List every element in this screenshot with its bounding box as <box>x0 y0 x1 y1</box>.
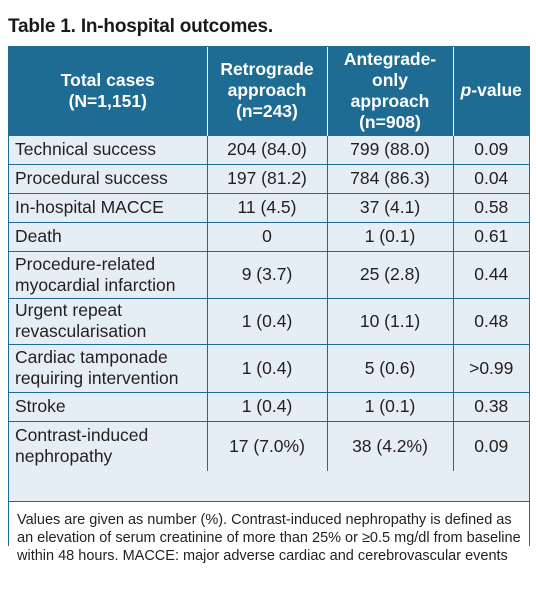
row-label: Procedure-related myocardial infarction <box>9 250 207 298</box>
table-footnote: Values are given as number (%). Contrast… <box>9 501 529 590</box>
header-p-italic: p <box>460 80 472 101</box>
header-line: (n=243) <box>236 101 298 122</box>
header-retrograde: Retrograde approach (n=243) <box>206 47 327 135</box>
p-value: 0.48 <box>452 297 529 344</box>
antegrade-value: 1 (0.1) <box>326 221 453 251</box>
p-value: >0.99 <box>452 343 529 392</box>
header-total-cases: Total cases (N=1,151) <box>9 47 207 135</box>
table-row: Contrast-induced nephropathy 17 (7.0%) 3… <box>9 420 529 471</box>
row-label: Contrast-induced nephropathy <box>9 420 207 471</box>
table-row: Stroke 1 (0.4) 1 (0.1) 0.38 <box>9 391 529 421</box>
table-title: Table 1. In-hospital outcomes. <box>8 16 273 37</box>
antegrade-value: 784 (86.3) <box>326 163 453 193</box>
p-value: 0.38 <box>452 391 529 421</box>
header-line: approach <box>350 90 430 111</box>
row-label: Stroke <box>9 391 207 421</box>
header-row: Total cases (N=1,151) Retrograde approac… <box>9 47 529 135</box>
retrograde-value: 9 (3.7) <box>206 250 327 298</box>
table-row: Death 0 1 (0.1) 0.61 <box>9 221 529 251</box>
header-line: approach <box>227 80 307 101</box>
p-value: 0.44 <box>452 250 529 298</box>
retrograde-value: 1 (0.4) <box>206 391 327 421</box>
retrograde-value: 1 (0.4) <box>206 297 327 344</box>
header-line: Total cases <box>60 69 155 90</box>
header-p-value: p-value <box>452 47 529 135</box>
antegrade-value: 1 (0.1) <box>326 391 453 421</box>
outcomes-table: Total cases (N=1,151) Retrograde approac… <box>8 46 530 590</box>
antegrade-value: 799 (88.0) <box>326 134 453 164</box>
table-row: Technical success 204 (84.0) 799 (88.0) … <box>9 134 529 164</box>
antegrade-value: 25 (2.8) <box>326 250 453 298</box>
row-label: Cardiac tamponade requiring intervention <box>9 343 207 392</box>
header-line: (N=1,151) <box>68 90 147 111</box>
header-line: Antegrade-only <box>343 48 437 90</box>
row-label: Procedural success <box>9 163 207 193</box>
retrograde-value: 1 (0.4) <box>206 343 327 392</box>
table-row: Procedure-related myocardial infarction … <box>9 250 529 298</box>
retrograde-value: 11 (4.5) <box>206 192 327 222</box>
antegrade-value: 38 (4.2%) <box>326 420 453 471</box>
header-antegrade-only: Antegrade-only approach (n=908) <box>326 47 453 135</box>
header-line: Retrograde <box>220 59 314 80</box>
p-value: 0.04 <box>452 163 529 193</box>
retrograde-value: 17 (7.0%) <box>206 420 327 471</box>
p-value: 0.61 <box>452 221 529 251</box>
retrograde-value: 0 <box>206 221 327 251</box>
outcomes-grid: Total cases (N=1,151) Retrograde approac… <box>9 47 529 471</box>
header-line: (n=908) <box>359 111 421 132</box>
row-label: Urgent repeat revascularisation <box>9 297 207 344</box>
p-value: 0.09 <box>452 134 529 164</box>
table-row: Procedural success 197 (81.2) 784 (86.3)… <box>9 163 529 193</box>
p-value: 0.09 <box>452 420 529 471</box>
p-value: 0.58 <box>452 192 529 222</box>
retrograde-value: 204 (84.0) <box>206 134 327 164</box>
antegrade-value: 10 (1.1) <box>326 297 453 344</box>
table-row: Cardiac tamponade requiring intervention… <box>9 343 529 392</box>
table-row: In-hospital MACCE 11 (4.5) 37 (4.1) 0.58 <box>9 192 529 222</box>
row-label: In-hospital MACCE <box>9 192 207 222</box>
retrograde-value: 197 (81.2) <box>206 163 327 193</box>
header-p-rest: -value <box>471 80 522 101</box>
antegrade-value: 37 (4.1) <box>326 192 453 222</box>
antegrade-value: 5 (0.6) <box>326 343 453 392</box>
table-row: Urgent repeat revascularisation 1 (0.4) … <box>9 297 529 344</box>
row-label: Death <box>9 221 207 251</box>
row-label: Technical success <box>9 134 207 164</box>
